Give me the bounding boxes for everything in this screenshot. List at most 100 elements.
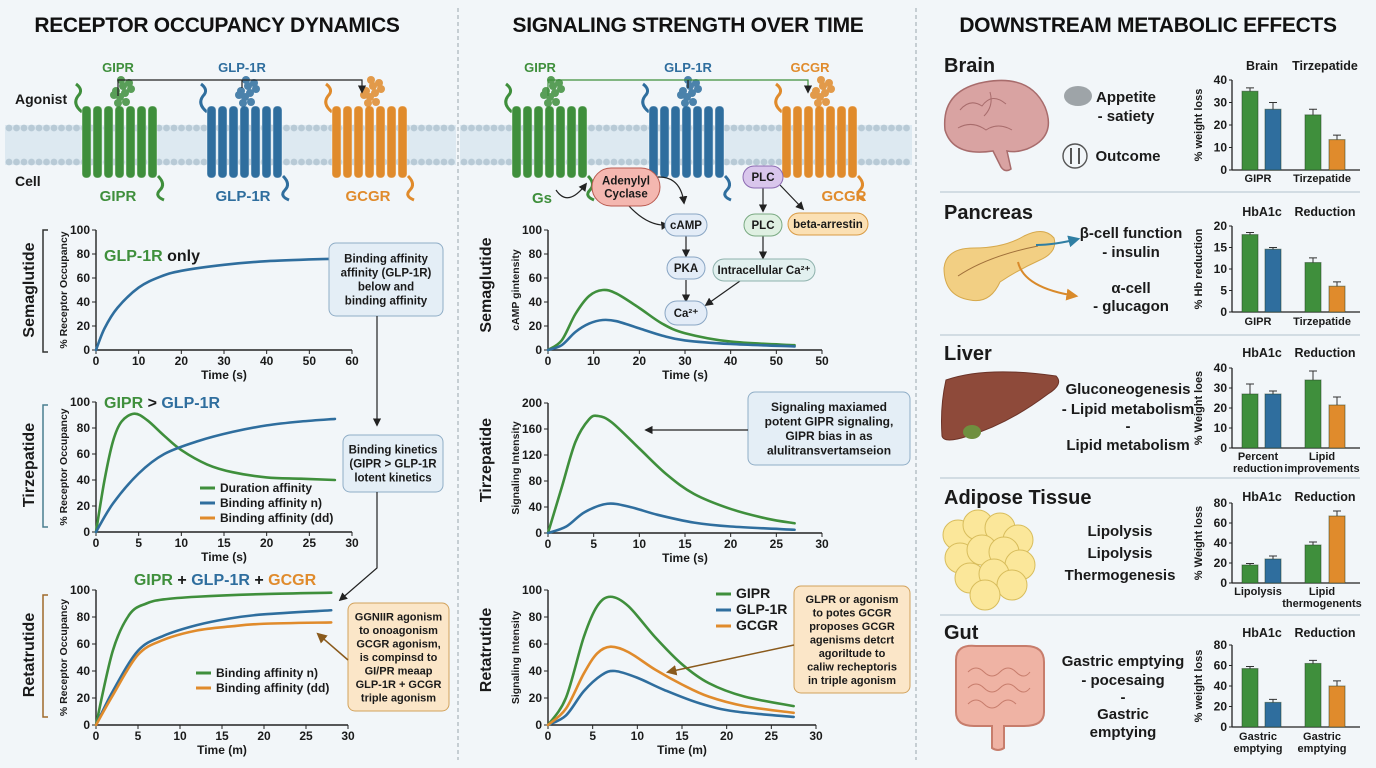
error-bar [1309, 659, 1317, 664]
y-tick-label: 40 [529, 295, 543, 309]
transmembrane-helix [125, 105, 136, 179]
lipid-head [50, 158, 58, 166]
annotation-arrow [338, 492, 378, 602]
y-tick-label: 20 [1214, 700, 1228, 714]
group-label: Percent [1238, 451, 1279, 463]
transmembrane-helix [397, 105, 408, 179]
group-label: Gastric [1239, 731, 1277, 743]
transmembrane-helix [114, 105, 125, 179]
lipid-head [640, 158, 648, 166]
icon-ring [1062, 143, 1088, 169]
effect-text: - satiety [1098, 108, 1155, 125]
lipid-head [753, 158, 760, 166]
x-tick-label: 30 [345, 536, 359, 550]
chart-header-segment: + [173, 572, 191, 589]
chart-header-segment: GCGR [268, 572, 316, 589]
lipid-head [440, 124, 448, 132]
c-terminus [723, 174, 732, 202]
glp1r-bottom-label: GLP-1R [215, 188, 270, 205]
y-tick-label: 100 [70, 395, 90, 409]
drug-label-mid: Semaglutide [478, 237, 495, 332]
line-chart-signaling-strength-tirzepatide: 0 5 10 15 20 25 30 0 40 80 120 160 200 Time (s) Signal… [510, 396, 829, 565]
group-label: reduction [1233, 463, 1283, 475]
y-tick-label: 20 [77, 319, 91, 333]
ligand-bead [121, 89, 129, 97]
lipid-head [410, 124, 418, 132]
y-tick-label: 60 [77, 271, 91, 285]
adenylyl-cyclase-node-label: Adenylyl [602, 176, 650, 188]
gcgr-bottom-label-mid: GCGR [822, 188, 867, 205]
lipid-head [595, 158, 603, 166]
drug-bracket [42, 229, 48, 353]
transmembrane-helix [92, 105, 103, 179]
n-terminus [74, 82, 83, 114]
lipid-head [903, 158, 910, 166]
y-axis-label: % Weight loss [1193, 506, 1205, 580]
pancreatic-duct [957, 245, 1039, 277]
lipid-head [193, 124, 200, 132]
lipid-head [865, 158, 873, 166]
annotation-arrow [665, 644, 795, 676]
ligand-bead [235, 91, 243, 99]
intracellular-calcium-node-shape [712, 258, 816, 282]
chart-header-segment: > [143, 395, 161, 412]
group-label: improvements [1284, 463, 1359, 475]
legend-label: GIPR [736, 585, 770, 601]
ligand-bead [114, 99, 122, 107]
transmembrane-helix [681, 105, 692, 179]
y-tick-label: 80 [529, 474, 543, 488]
transmembrane-helix [250, 105, 261, 179]
ligand-bead [827, 85, 835, 93]
legend-label: GCGR [736, 617, 778, 633]
lipid-head [65, 158, 73, 166]
ligand-bead [810, 91, 818, 99]
lipid-head [490, 158, 498, 166]
lipid-head [588, 124, 595, 132]
error-bar [1333, 396, 1341, 405]
error-bar [1309, 257, 1317, 263]
legend-entry: Binding affinity n) [200, 496, 322, 510]
x-tick-label: 20 [257, 729, 271, 743]
lipid-head [505, 158, 513, 166]
lipid-head [58, 158, 65, 166]
bar-chart-title: Reduction [1294, 490, 1355, 504]
lipid-head [895, 158, 903, 166]
legend-entry: Binding affinity (dd) [196, 681, 329, 695]
x-tick-label: 30 [809, 729, 823, 743]
liver-shape [941, 371, 1060, 441]
x-tick-label: 20 [175, 354, 189, 368]
effect-text: emptying [1090, 724, 1157, 741]
x-tick-label: 10 [175, 536, 189, 550]
y-tick-label: 30 [1214, 96, 1228, 110]
effect-text: - [1121, 689, 1126, 706]
y-tick-label: 0 [83, 525, 90, 539]
ligand-bead [551, 89, 559, 97]
bar [1264, 248, 1282, 313]
gipr-receptor [504, 76, 595, 202]
lipid-head [13, 158, 20, 166]
lipid-head [858, 124, 865, 132]
y-tick-label: 10 [1214, 421, 1228, 435]
gs-to-cyclase-arrow [555, 182, 588, 199]
lipid-head [5, 124, 13, 132]
x-tick-label: 0 [545, 537, 552, 551]
bar [1304, 544, 1322, 584]
bar-chart-pancreas: HbA1c Reduction 0 5 10 15 20 % Hb reduction GIPR… [1193, 205, 1360, 328]
chart-header-segment: GLP-1R [191, 572, 250, 589]
annotation-line: in triple agonism [808, 675, 896, 687]
lipid-head [490, 124, 498, 132]
lipid-head [775, 158, 783, 166]
y-tick-label: 80 [77, 421, 91, 435]
error-bar [1269, 390, 1277, 394]
lipid-head [753, 124, 760, 132]
gcgr-receptor [324, 76, 415, 202]
series-line-gipr [546, 414, 796, 535]
y-tick-label: 40 [77, 664, 91, 678]
bar [1264, 701, 1282, 728]
lipid-head [320, 124, 328, 132]
lipid-head [460, 158, 468, 166]
calcium-to-ca-arrow [704, 280, 741, 306]
annotation-line: below and [358, 282, 414, 294]
